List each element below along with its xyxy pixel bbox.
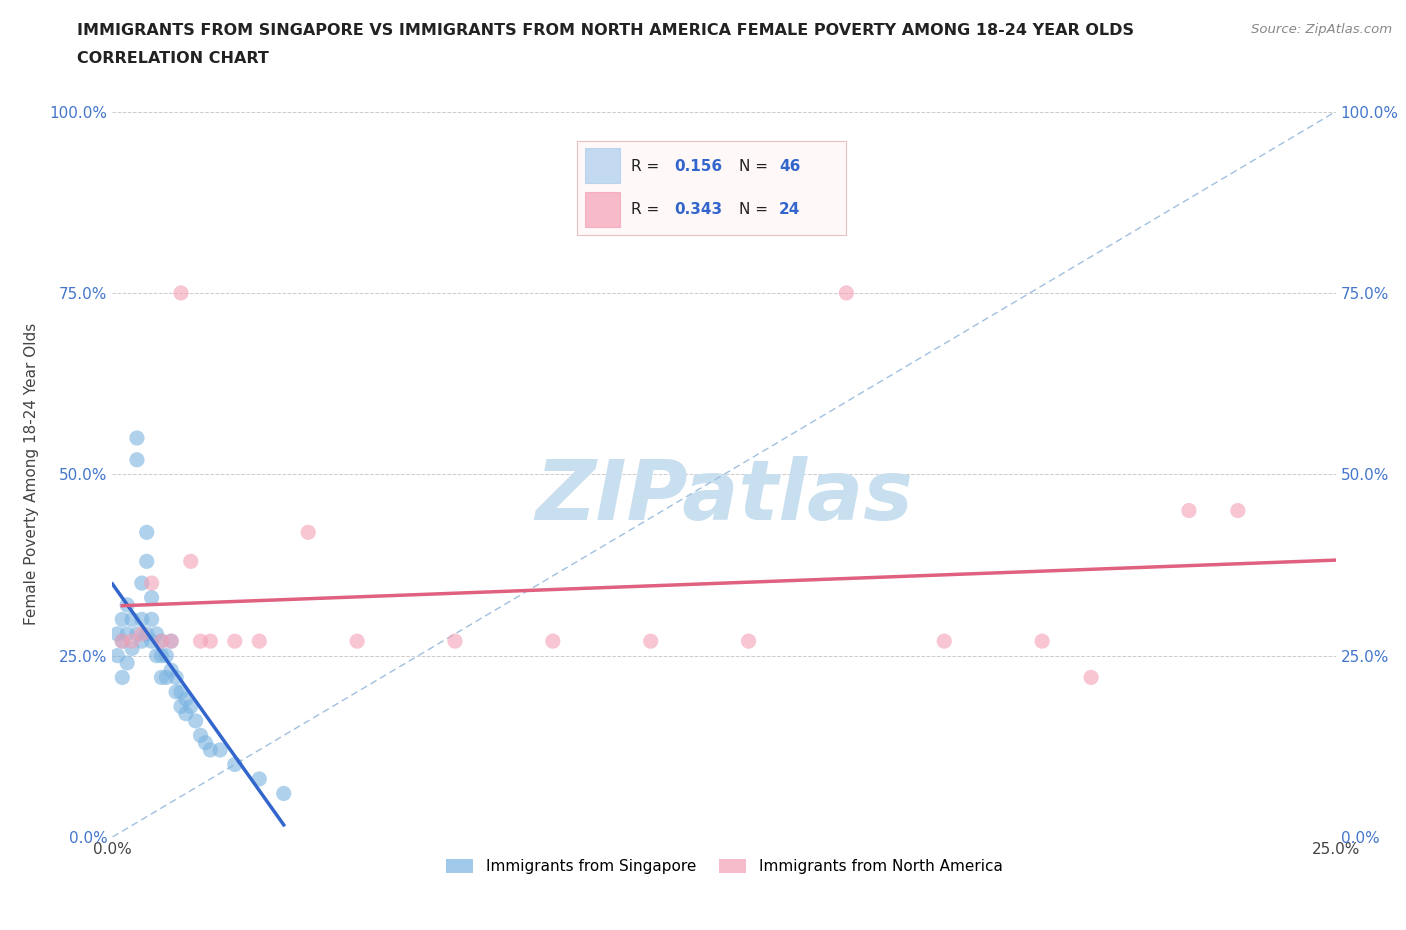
Point xyxy=(155,648,177,663)
Point xyxy=(170,684,193,699)
Point xyxy=(273,786,295,801)
Point xyxy=(160,633,183,648)
Point xyxy=(131,633,153,648)
Text: CORRELATION CHART: CORRELATION CHART xyxy=(77,51,269,66)
Point xyxy=(200,742,222,757)
Legend: Immigrants from Singapore, Immigrants from North America: Immigrants from Singapore, Immigrants fr… xyxy=(440,853,1008,880)
Point xyxy=(150,648,173,663)
Point xyxy=(145,627,167,642)
Point xyxy=(115,597,138,612)
Point xyxy=(111,633,134,648)
Point xyxy=(247,633,270,648)
Point xyxy=(111,670,134,684)
Point xyxy=(115,627,138,642)
Point xyxy=(640,633,662,648)
Point xyxy=(135,554,157,569)
Point xyxy=(444,633,467,648)
Point xyxy=(297,525,319,539)
Point xyxy=(160,633,183,648)
Point xyxy=(131,576,153,591)
Text: Source: ZipAtlas.com: Source: ZipAtlas.com xyxy=(1251,23,1392,36)
Point xyxy=(184,713,207,728)
Point xyxy=(174,706,197,721)
Point xyxy=(115,656,138,671)
Point xyxy=(180,554,202,569)
Point xyxy=(135,627,157,642)
Point xyxy=(194,736,217,751)
Point xyxy=(190,728,212,743)
Point xyxy=(141,591,163,605)
Point xyxy=(160,663,183,678)
Point xyxy=(170,699,193,714)
Point xyxy=(209,742,232,757)
Y-axis label: Female Poverty Among 18-24 Year Olds: Female Poverty Among 18-24 Year Olds xyxy=(24,324,38,626)
Point xyxy=(131,627,153,642)
Point xyxy=(111,612,134,627)
Point xyxy=(247,772,270,787)
Point xyxy=(121,612,143,627)
Point xyxy=(125,627,148,642)
Point xyxy=(111,633,134,648)
Point xyxy=(541,633,564,648)
Point xyxy=(737,633,759,648)
Point xyxy=(121,633,143,648)
Point xyxy=(135,525,157,539)
Point xyxy=(1080,670,1102,684)
Point xyxy=(121,641,143,656)
Point xyxy=(1031,633,1053,648)
Point xyxy=(1226,503,1249,518)
Point xyxy=(105,627,128,642)
Point xyxy=(346,633,368,648)
Point xyxy=(165,670,187,684)
Point xyxy=(190,633,212,648)
Point xyxy=(170,286,193,300)
Point xyxy=(180,699,202,714)
Point xyxy=(131,612,153,627)
Point xyxy=(155,670,177,684)
Point xyxy=(150,670,173,684)
Point xyxy=(125,452,148,467)
Point xyxy=(224,633,246,648)
Point xyxy=(150,633,173,648)
Point xyxy=(141,576,163,591)
Point xyxy=(835,286,858,300)
Point xyxy=(150,633,173,648)
Point xyxy=(174,692,197,707)
Point xyxy=(934,633,956,648)
Point xyxy=(145,648,167,663)
Text: IMMIGRANTS FROM SINGAPORE VS IMMIGRANTS FROM NORTH AMERICA FEMALE POVERTY AMONG : IMMIGRANTS FROM SINGAPORE VS IMMIGRANTS … xyxy=(77,23,1135,38)
Point xyxy=(105,648,128,663)
Point xyxy=(165,684,187,699)
Point xyxy=(125,431,148,445)
Point xyxy=(200,633,222,648)
Point xyxy=(224,757,246,772)
Text: ZIPatlas: ZIPatlas xyxy=(536,456,912,537)
Point xyxy=(1178,503,1201,518)
Point xyxy=(141,612,163,627)
Point xyxy=(141,633,163,648)
